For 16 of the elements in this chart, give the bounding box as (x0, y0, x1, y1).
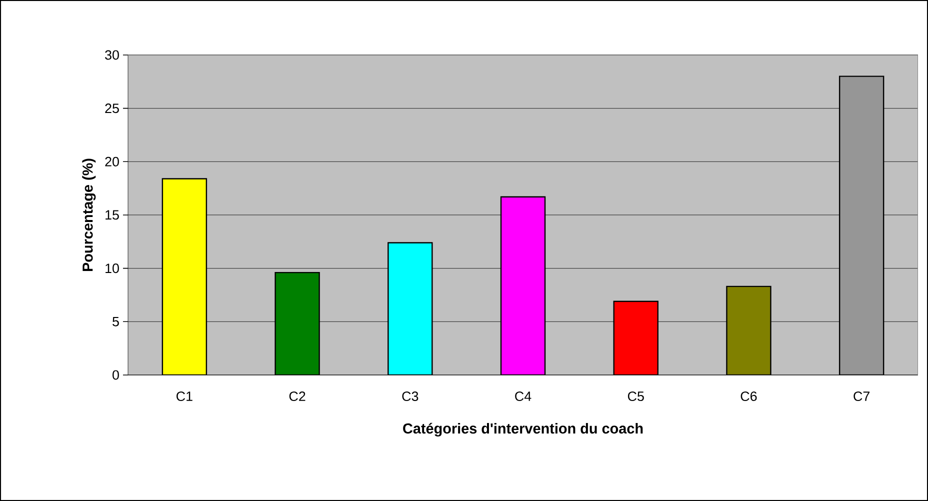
y-tick-label: 0 (112, 370, 119, 380)
y-axis-title: Pourcentage (%) (82, 158, 96, 272)
y-tick-label: 30 (105, 50, 119, 60)
x-tick-label: C5 (628, 392, 644, 402)
y-tick-label: 20 (105, 156, 119, 166)
x-tick-label: C4 (515, 392, 532, 402)
y-tick-label: 10 (106, 264, 119, 274)
x-axis-title: Catégories d'intervention du coach (403, 422, 643, 437)
x-tick-label: C2 (289, 392, 306, 402)
x-tick-label: C7 (854, 392, 870, 402)
x-tick-label: C6 (740, 392, 757, 402)
x-tick-label: C3 (402, 392, 418, 402)
y-tick-label: 15 (106, 210, 119, 220)
y-tick-label: 25 (105, 104, 119, 114)
x-tick-label: C1 (176, 392, 192, 402)
y-tick-label: 5 (112, 316, 119, 326)
